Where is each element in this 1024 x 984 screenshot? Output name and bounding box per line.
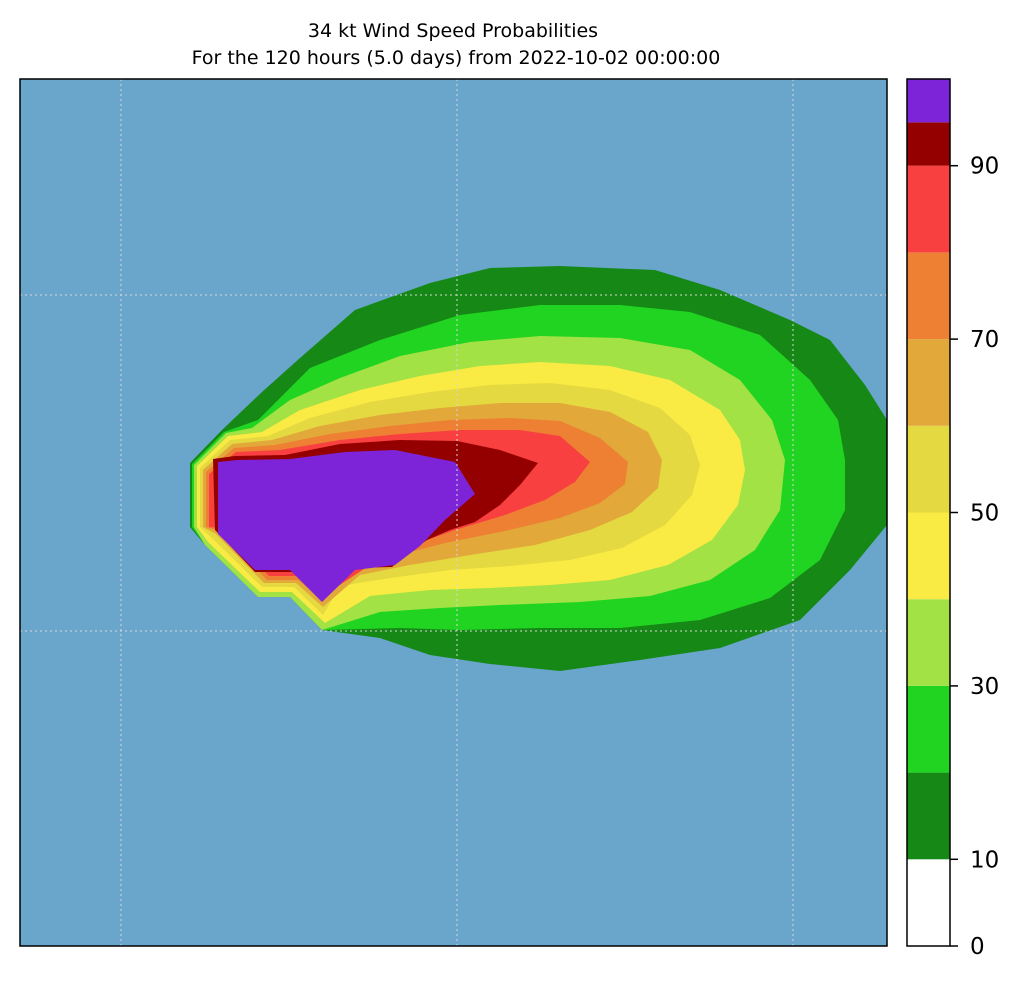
colorbar-band [907, 685, 950, 773]
probability-contours [190, 266, 887, 671]
figure-subtitle: For the 120 hours (5.0 days) from 2022-1… [192, 47, 721, 69]
colorbar-tick-label: 90 [970, 154, 999, 180]
colorbar: 0 10 30 50 70 90 [906, 78, 999, 960]
colorbar-tick-label: 50 [970, 501, 999, 527]
colorbar-tick-label: 10 [970, 847, 999, 873]
colorbar-tick-label: 70 [970, 327, 999, 353]
colorbar-band [907, 165, 950, 253]
figure-title: 34 kt Wind Speed Probabilities [308, 20, 598, 42]
colorbar-band [907, 772, 950, 860]
contour-95-100 [218, 450, 475, 602]
colorbar-tick-label: 30 [970, 674, 999, 700]
colorbar-band [907, 252, 950, 340]
colorbar-band [907, 599, 950, 686]
colorbar-band [907, 339, 950, 426]
colorbar-band [907, 122, 950, 166]
colorbar-band [907, 425, 950, 513]
colorbar-tick-label: 0 [970, 934, 985, 960]
colorbar-band [907, 512, 950, 600]
colorbar-ticks: 0 10 30 50 70 90 [950, 154, 999, 960]
colorbar-band [907, 79, 950, 123]
colorbar-bands [907, 79, 950, 946]
colorbar-band [907, 859, 950, 946]
map-frame [19, 78, 888, 947]
map-panel [19, 78, 888, 947]
colorbar-frame [906, 78, 951, 947]
